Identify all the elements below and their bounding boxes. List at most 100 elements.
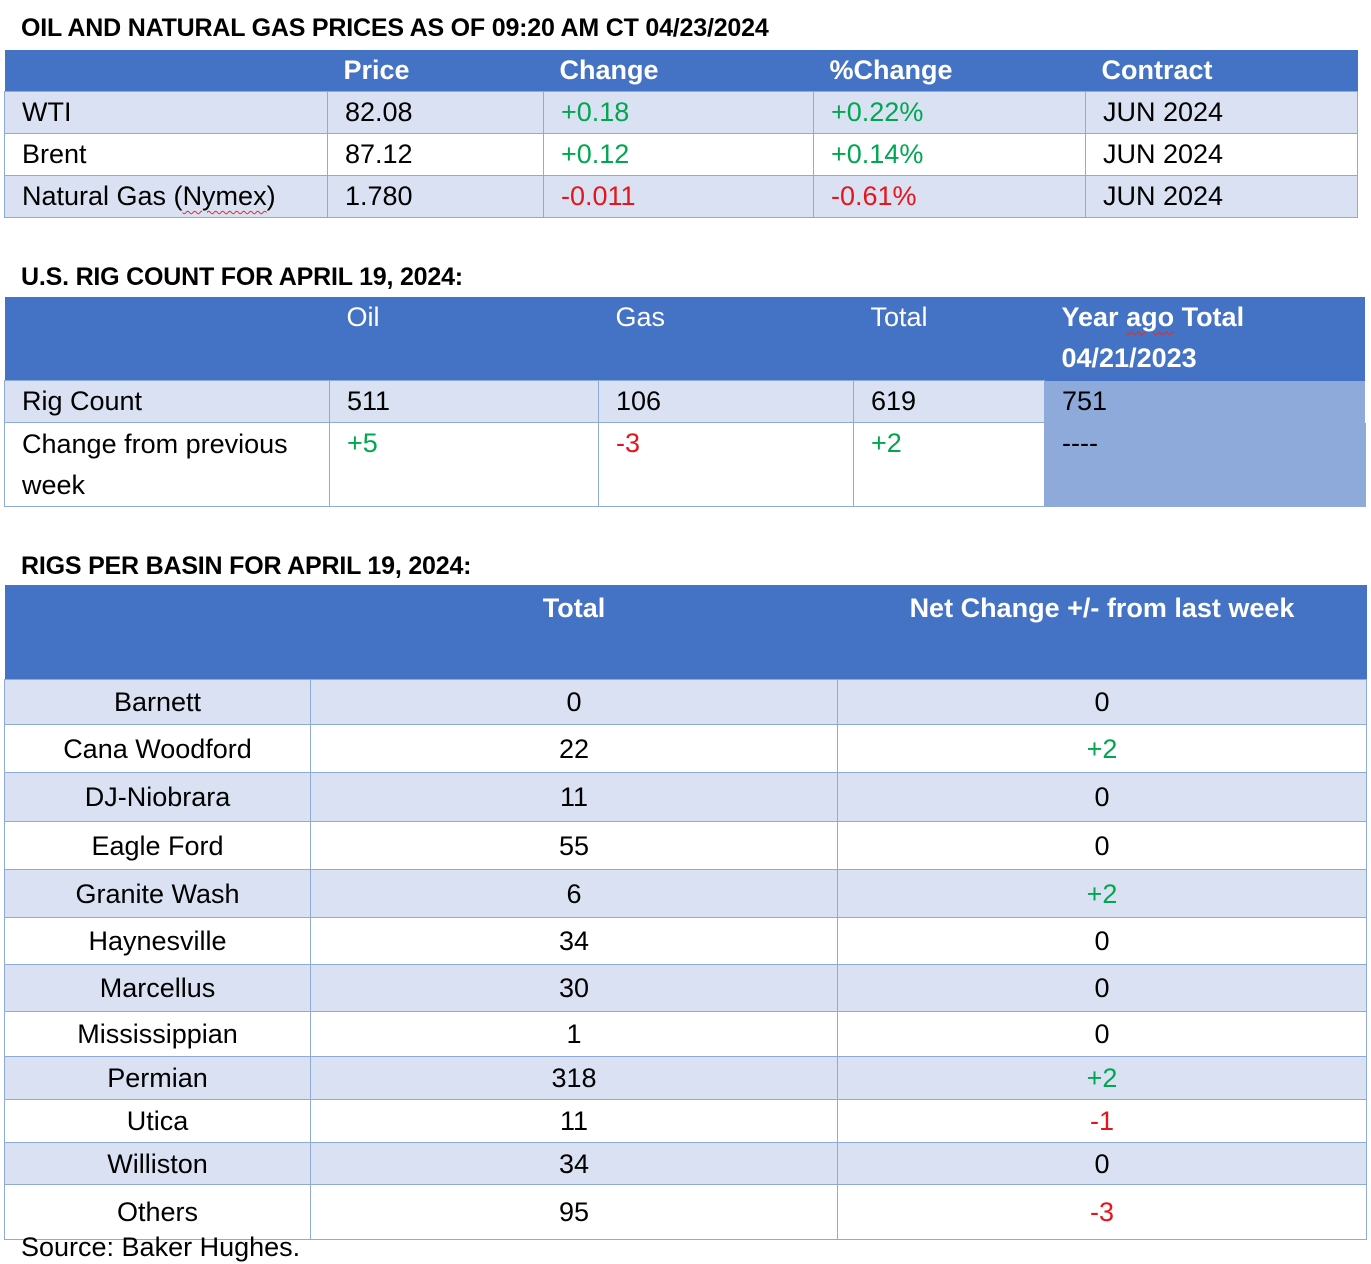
commodity-name: Natural Gas (Nymex) xyxy=(4,175,328,218)
basin-row: Permian 318 +2 xyxy=(4,1056,1367,1100)
prices-row-natural-gas: Natural Gas (Nymex) 1.780 -0.011 -0.61% … xyxy=(4,175,1358,218)
basin-net-change: -1 xyxy=(837,1099,1367,1143)
basin-name: Marcellus xyxy=(4,964,311,1012)
contract-value: JUN 2024 xyxy=(1085,91,1358,134)
basins-table: Total Net Change +/- from last week Barn… xyxy=(4,585,1367,1240)
contract-value: JUN 2024 xyxy=(1085,133,1358,176)
basin-total: 95 xyxy=(310,1184,838,1240)
price-value: 82.08 xyxy=(327,91,544,134)
basin-name: Mississippian xyxy=(4,1011,311,1057)
rig-change-oil: +5 xyxy=(329,422,599,507)
commodity-name-part: ) xyxy=(266,181,276,211)
rig-count-label: Rig Count xyxy=(4,380,330,423)
commodity-name-part: Natural Gas ( xyxy=(22,181,183,211)
basin-net-change: 0 xyxy=(837,1011,1367,1057)
basin-net-change: 0 xyxy=(837,1142,1367,1185)
basin-total: 30 xyxy=(310,964,838,1012)
basin-name: Haynesville xyxy=(4,917,311,965)
change-value: +0.12 xyxy=(543,133,814,176)
basin-name: Eagle Ford xyxy=(4,821,311,870)
basin-total: 11 xyxy=(310,772,838,822)
basin-name: Williston xyxy=(4,1142,311,1185)
basin-row: Marcellus 30 0 xyxy=(4,964,1367,1012)
rig-count-gas: 106 xyxy=(598,380,854,423)
basin-row: Mississippian 1 0 xyxy=(4,1011,1367,1057)
basin-net-change: 0 xyxy=(837,772,1367,822)
basins-header-blank xyxy=(5,585,311,680)
basin-total: 22 xyxy=(310,724,838,773)
basin-row: Others 95 -3 xyxy=(4,1184,1367,1240)
rigs-header-oil: Oil xyxy=(346,302,380,332)
rig-count-table: Oil Gas Total Year ago Total 04/21/2023 R… xyxy=(4,297,1366,507)
basin-name: Others xyxy=(4,1184,311,1240)
basin-row: Utica 11 -1 xyxy=(4,1099,1367,1143)
year-ago-date: 04/21/2023 xyxy=(1061,343,1197,373)
basin-total: 318 xyxy=(310,1056,838,1100)
prices-header-contract: Contract xyxy=(1101,55,1213,85)
rig-count-total: 619 xyxy=(853,380,1045,423)
basin-name: Barnett xyxy=(4,679,311,725)
basin-row: Williston 34 0 xyxy=(4,1142,1367,1185)
pct-change-value: -0.61% xyxy=(813,175,1086,218)
prices-row-brent: Brent 87.12 +0.12 +0.14% JUN 2024 xyxy=(4,133,1358,176)
basin-name: Granite Wash xyxy=(4,869,311,918)
prices-header-row: Price Change %Change Contract xyxy=(4,50,1358,92)
prices-header-pct: %Change xyxy=(829,55,953,85)
basins-title: RIGS PER BASIN FOR APRIL 19, 2024: xyxy=(21,552,472,580)
basin-total: 0 xyxy=(310,679,838,725)
basins-header-row: Total Net Change +/- from last week xyxy=(4,585,1367,680)
basin-name: DJ-Niobrara xyxy=(4,772,311,822)
change-value: +0.18 xyxy=(543,91,814,134)
basin-row: Haynesville 34 0 xyxy=(4,917,1367,965)
rig-change-row: Change from previous week +5 -3 +2 ---- xyxy=(4,422,1366,507)
basin-row: Barnett 0 0 xyxy=(4,679,1367,725)
rigs-header-year-ago: Year ago Total 04/21/2023 xyxy=(1045,297,1366,381)
prices-table: Price Change %Change Contract WTI 82.08 … xyxy=(4,50,1358,218)
source-note: Source: Baker Hughes. xyxy=(21,1232,301,1262)
spellcheck-word: Nymex xyxy=(182,181,267,211)
rigs-header-row: Oil Gas Total Year ago Total 04/21/2023 xyxy=(4,297,1366,381)
rigs-header-total: Total xyxy=(870,302,928,332)
basin-net-change: -3 xyxy=(837,1184,1367,1240)
basin-net-change: 0 xyxy=(837,964,1367,1012)
prices-title: OIL AND NATURAL GAS PRICES AS OF 09:20 A… xyxy=(21,14,769,42)
basin-row: Cana Woodford 22 +2 xyxy=(4,724,1367,773)
basin-row: DJ-Niobrara 11 0 xyxy=(4,772,1367,822)
rigs-header-gas: Gas xyxy=(615,302,666,332)
basin-name: Cana Woodford xyxy=(4,724,311,773)
rig-change-year-ago: ---- xyxy=(1044,422,1366,507)
basin-net-change: +2 xyxy=(837,1056,1367,1100)
commodity-name: WTI xyxy=(4,91,328,134)
basin-net-change: 0 xyxy=(837,679,1367,725)
basin-total: 34 xyxy=(310,917,838,965)
rig-count-row: Rig Count 511 106 619 751 xyxy=(4,380,1366,423)
basin-net-change: +2 xyxy=(837,869,1367,918)
rigs-header-blank xyxy=(5,297,330,381)
basin-total: 1 xyxy=(310,1011,838,1057)
rigs-title: U.S. RIG COUNT FOR APRIL 19, 2024: xyxy=(21,263,463,291)
rig-count-year-ago: 751 xyxy=(1044,380,1366,423)
year-ago-label-part: Total xyxy=(1174,302,1245,332)
pct-change-value: +0.14% xyxy=(813,133,1086,176)
rig-change-gas: -3 xyxy=(598,422,854,507)
price-value: 87.12 xyxy=(327,133,544,176)
basins-header-net: Net Change +/- from last week xyxy=(909,593,1295,623)
basin-total: 11 xyxy=(310,1099,838,1143)
rig-change-total: +2 xyxy=(853,422,1045,507)
commodity-name: Brent xyxy=(4,133,328,176)
basin-net-change: 0 xyxy=(837,917,1367,965)
prices-header-change: Change xyxy=(559,55,659,85)
basin-total: 6 xyxy=(310,869,838,918)
prices-header-blank xyxy=(5,50,328,92)
contract-value: JUN 2024 xyxy=(1085,175,1358,218)
basin-name: Permian xyxy=(4,1056,311,1100)
basin-row: Eagle Ford 55 0 xyxy=(4,821,1367,870)
pct-change-value: +0.22% xyxy=(813,91,1086,134)
prices-header-price: Price xyxy=(343,55,410,85)
price-value: 1.780 xyxy=(327,175,544,218)
basin-net-change: +2 xyxy=(837,724,1367,773)
basin-name: Utica xyxy=(4,1099,311,1143)
basins-header-total: Total xyxy=(542,593,606,623)
rig-count-oil: 511 xyxy=(329,380,599,423)
basin-total: 55 xyxy=(310,821,838,870)
